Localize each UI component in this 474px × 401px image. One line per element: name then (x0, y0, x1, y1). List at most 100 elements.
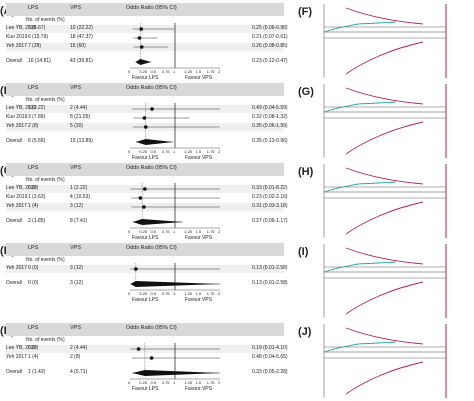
tick-label: 2 (218, 380, 221, 385)
study-name: Overall (6, 218, 22, 224)
study-row: Kuo 2019 6 (15.79) 18 (47.37) 0.21 (0.07-0.… (6, 34, 288, 42)
vps-events: 3 (12) (70, 203, 84, 209)
study-name: Lee YB, 2020 (6, 185, 37, 191)
study-name: Yeh 2017 (6, 123, 27, 129)
study-name: Lee YB, 2020 (6, 345, 37, 351)
study-point (142, 205, 146, 209)
lps-events: 1 (1.43) (28, 369, 46, 375)
or-text: 0.35 (0.06-1.99) (252, 123, 288, 129)
harm-boundary (345, 361, 424, 395)
tick-label: 2 (218, 69, 221, 74)
or-text: 0.13 (0.01-2.58) (252, 265, 288, 271)
tick-label: 0 (128, 149, 131, 154)
vps-events: 3 (12) (70, 265, 84, 271)
study-point (150, 107, 154, 111)
tick-label: 1.25 (184, 69, 193, 74)
study-name: Kuo 2019 (6, 194, 28, 200)
forest-plot: LPS VPS Odds Ratio (95% CI) No. of events (… (6, 3, 288, 81)
col-or: Odds Ratio (95% CI) (126, 165, 177, 171)
tick-label: 1.75 (206, 291, 215, 296)
or-text: 0.31 (0.03-3.18) (252, 203, 288, 209)
overall-row: Overall 16 (14.81) 43 (39.81) 0.23 (0.12-0.… (6, 58, 288, 66)
or-text: 0.33 (0.05-2.28) (252, 369, 288, 375)
tsa-panel-letter: (G) (298, 86, 314, 98)
tick-label: 1 (173, 291, 176, 296)
forest-svg (130, 103, 220, 149)
study-row: Kuo 2019 1 (2.63) 4 (10.53) 0.23 (0.02-2.16… (6, 194, 288, 202)
study-row: Kuo 2019 3 (7.89) 8 (21.05) 0.32 (0.08-1.32… (6, 114, 288, 122)
tick-label: 0.75 (161, 149, 170, 154)
tick-label: 0 (128, 69, 131, 74)
tick-label: 0.5 (150, 69, 157, 74)
tick-label: 1.5 (195, 69, 202, 74)
lps-events: 7 (28) (28, 43, 42, 49)
harm-boundary (345, 121, 424, 155)
benefit-boundary (345, 7, 424, 25)
harm-boundary (345, 281, 424, 315)
tick-label: 1.75 (206, 229, 215, 234)
tick-label: 0 (128, 291, 131, 296)
forest-plot: LPS VPS Odds Ratio (95% CI) No. of events (… (6, 323, 288, 399)
study-point (143, 187, 147, 191)
tsa-plot (323, 84, 447, 158)
cumulative-z-curve (323, 181, 397, 193)
tick-label: 0.25 (139, 291, 148, 296)
or-text: 0.21 (0.07-0.61) (252, 34, 288, 40)
lps-events: 3 (7.89) (28, 114, 46, 120)
col-vps: VPS (70, 85, 82, 91)
study-name: Yeh 2017 (6, 203, 27, 209)
study-name: Lee YB, 2020 (6, 25, 37, 31)
tick-label: 1.75 (206, 380, 215, 385)
or-text: 0.26 (0.08-0.85) (252, 43, 288, 49)
lps-events: 0 (0) (28, 345, 39, 351)
vps-events: 1 (2.22) (70, 185, 88, 191)
lps-events: 1 (2.63) (28, 194, 46, 200)
tick-label: 0.5 (150, 149, 157, 154)
tick-label: 0.25 (139, 149, 148, 154)
tick-label: 1.25 (184, 149, 193, 154)
tsa-plot (323, 324, 447, 398)
vps-events: 8 (7.41) (70, 218, 88, 224)
tsa-plot (323, 244, 447, 318)
forest-header: LPS VPS Odds Ratio (95% CI) (6, 243, 284, 256)
overall-row: Overall 0 (0) 3 (12) 0.13 (0.01-2.58) (6, 280, 288, 288)
lps-events: 1 (2.22) (28, 105, 46, 111)
lps-events: 1 (4) (28, 354, 39, 360)
favour-vps: Favour VPS (185, 386, 212, 392)
lps-events: 1 (4) (28, 203, 39, 209)
study-name: Kuo 2019 (6, 34, 28, 40)
col-vps: VPS (70, 245, 82, 251)
tick-label: 0.75 (161, 229, 170, 234)
favour-lps: Favour LPS (132, 155, 159, 161)
tick-label: 0 (128, 229, 131, 234)
cumulative-z-curve (323, 261, 397, 273)
study-point (136, 347, 141, 351)
tick-label: 0.75 (161, 291, 170, 296)
tick-label: 1.75 (206, 69, 215, 74)
vps-events: 10 (22.22) (70, 25, 93, 31)
tick-label: 0.25 (139, 380, 148, 385)
study-row: Yeh 2017 1 (4) 2 (8) 0.48 (0.04-5.65) (6, 354, 288, 362)
study-point (138, 196, 143, 200)
tick-label: 0.5 (150, 229, 157, 234)
tick-label: 1.25 (184, 229, 193, 234)
tsa-panel-letter: (J) (298, 326, 312, 338)
benefit-boundary (345, 87, 424, 105)
tick-label: 0.75 (161, 69, 170, 74)
no-events-label: No. of events (%) (26, 97, 65, 103)
forest-svg (130, 343, 220, 380)
vps-events: 15 (60) (70, 43, 86, 49)
col-or: Odds Ratio (95% CI) (126, 325, 177, 331)
forest-plot: LPS VPS Odds Ratio (95% CI) No. of events (… (6, 243, 288, 319)
or-text: 0.23 (0.12-0.47) (252, 58, 288, 64)
vps-events: 2 (4.44) (70, 345, 88, 351)
forest-header: LPS VPS Odds Ratio (95% CI) (6, 323, 284, 336)
study-name: Overall (6, 280, 22, 286)
tick-label: 0 (128, 380, 131, 385)
lps-events: 0 (0) (28, 265, 39, 271)
study-point (134, 267, 138, 271)
vps-events: 43 (39.81) (70, 58, 93, 64)
tick-label: 0.25 (139, 229, 148, 234)
col-or: Odds Ratio (95% CI) (126, 85, 177, 91)
favour-vps: Favour VPS (185, 297, 212, 303)
